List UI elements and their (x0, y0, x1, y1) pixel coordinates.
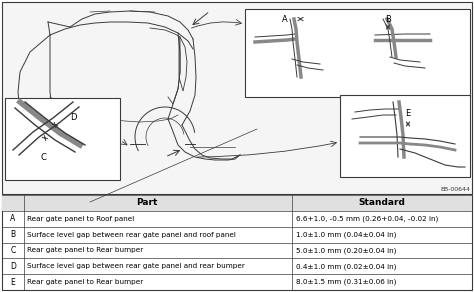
Text: EB-00644: EB-00644 (440, 187, 470, 192)
Bar (340, 95, 470, 177)
Text: Part: Part (137, 199, 158, 207)
Text: B: B (10, 230, 16, 239)
Bar (2, 2, 472, 194)
Text: A: A (10, 214, 16, 223)
Text: 0.4±1.0 mm (0.02±0.04 in): 0.4±1.0 mm (0.02±0.04 in) (296, 263, 396, 270)
Text: E: E (10, 278, 15, 286)
Text: C: C (40, 154, 46, 163)
Text: C: C (10, 246, 16, 255)
Bar (2, 195, 472, 290)
Text: Rear gate panel to Rear bumper: Rear gate panel to Rear bumper (27, 247, 143, 253)
Text: D: D (10, 262, 16, 271)
Bar (2, 195, 472, 211)
Text: Rear gate panel to Rear bumper: Rear gate panel to Rear bumper (27, 279, 143, 285)
Text: D: D (70, 114, 76, 123)
Bar (245, 9, 470, 97)
Text: Standard: Standard (358, 199, 405, 207)
Text: B: B (385, 15, 391, 23)
Text: 6.6+1.0, -0.5 mm (0.26+0.04, -0.02 in): 6.6+1.0, -0.5 mm (0.26+0.04, -0.02 in) (296, 215, 438, 222)
Text: Surface level gap between rear gate panel and roof panel: Surface level gap between rear gate pane… (27, 232, 236, 238)
Text: 5.0±1.0 mm (0.20±0.04 in): 5.0±1.0 mm (0.20±0.04 in) (296, 247, 396, 254)
Text: Surface level gap between rear gate panel and rear bumper: Surface level gap between rear gate pane… (27, 263, 245, 269)
Text: Rear gate panel to Roof panel: Rear gate panel to Roof panel (27, 216, 134, 222)
Bar (5, 98, 120, 180)
Text: A: A (282, 15, 288, 23)
Text: 1.0±1.0 mm (0.04±0.04 in): 1.0±1.0 mm (0.04±0.04 in) (296, 231, 396, 238)
Text: 8.0±1.5 mm (0.31±0.06 in): 8.0±1.5 mm (0.31±0.06 in) (296, 279, 396, 285)
Text: E: E (405, 109, 410, 117)
